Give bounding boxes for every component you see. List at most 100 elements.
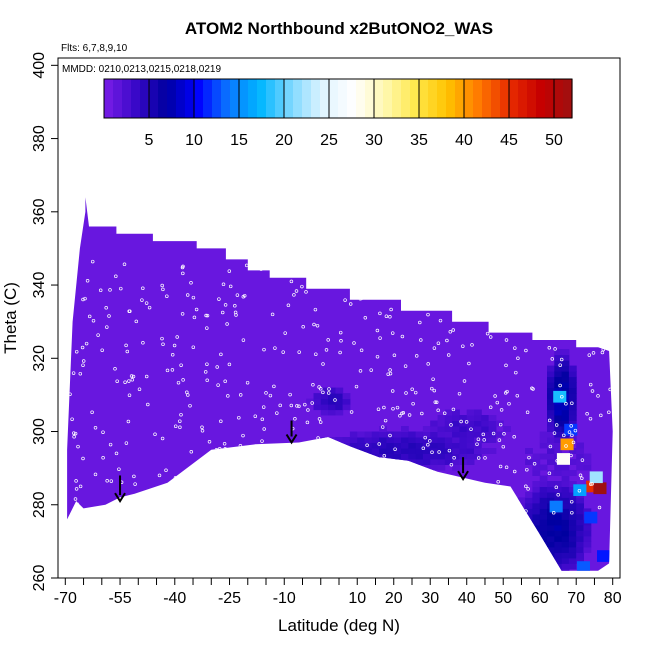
- field-cell: [525, 508, 533, 515]
- sample-marker: [173, 476, 178, 480]
- colorbar-swatch: [563, 79, 573, 118]
- sample-marker: [488, 335, 493, 339]
- sample-marker: [392, 353, 397, 358]
- sample-marker: [515, 393, 520, 398]
- field-cell: [437, 420, 446, 427]
- field-cell: [444, 442, 453, 449]
- sample-marker: [245, 380, 250, 385]
- sample-marker: [113, 367, 117, 371]
- field-cell: [539, 552, 548, 559]
- sample-marker: [426, 362, 430, 366]
- field-cell: [539, 513, 548, 520]
- sample-marker: [317, 417, 322, 421]
- sample-marker: [475, 442, 479, 446]
- field-cell: [547, 393, 555, 400]
- sample-marker: [359, 348, 364, 353]
- sample-marker: [600, 350, 605, 355]
- field-cell: [554, 431, 563, 438]
- field-cell: [561, 497, 570, 504]
- field-cell: [583, 535, 592, 542]
- field-cell: [554, 360, 563, 367]
- sample-marker: [329, 448, 334, 452]
- sample-marker: [237, 415, 241, 420]
- sample-marker: [324, 348, 329, 352]
- sample-marker: [288, 392, 292, 397]
- sample-marker: [426, 312, 430, 317]
- sample-marker: [176, 482, 181, 486]
- field-cell: [422, 448, 431, 454]
- field-cell: [583, 508, 592, 515]
- sample-marker: [137, 387, 142, 391]
- sample-marker: [109, 502, 113, 507]
- field-cell: [481, 426, 490, 432]
- sample-marker: [141, 286, 145, 291]
- field-cell: [452, 453, 460, 460]
- sample-marker: [165, 368, 170, 373]
- sample-marker: [459, 419, 463, 424]
- field-cell: [430, 426, 438, 432]
- field-cell: [386, 459, 395, 465]
- field-cell: [568, 557, 577, 564]
- sample-marker: [350, 472, 355, 476]
- sample-marker: [430, 450, 434, 455]
- sample-marker: [525, 410, 530, 415]
- sample-marker: [607, 410, 611, 415]
- field-cell: [547, 453, 555, 460]
- field-cell: [532, 513, 541, 520]
- x-tick-label: 80: [604, 590, 622, 607]
- colorbar-swatch: [122, 79, 132, 118]
- field-cell: [371, 464, 380, 471]
- sample-marker: [227, 362, 232, 367]
- sample-marker: [164, 468, 168, 473]
- field-cell: [466, 409, 475, 416]
- field-cell: [583, 464, 592, 471]
- sample-marker: [393, 447, 397, 451]
- colorbar-swatch: [383, 79, 393, 118]
- sample-marker: [326, 338, 330, 342]
- sample-marker: [219, 352, 223, 357]
- field-cell: [320, 437, 329, 443]
- colorbar-tick-label: 50: [545, 132, 563, 149]
- colorbar-swatch: [203, 79, 213, 118]
- gridded-field: [67, 197, 613, 571]
- field-cell: [532, 486, 541, 493]
- sample-marker: [221, 282, 226, 287]
- field-cell: [561, 524, 570, 531]
- colorbar-swatch: [527, 79, 537, 118]
- field-cell: [554, 371, 563, 378]
- field-cell: [547, 426, 555, 432]
- field-cell: [561, 513, 570, 520]
- sample-marker: [235, 293, 240, 297]
- colorbar-swatch: [194, 79, 204, 118]
- hotspot-cell: [597, 550, 611, 562]
- sample-marker: [140, 298, 144, 302]
- field-cell: [561, 470, 570, 476]
- sample-marker: [301, 325, 305, 329]
- sample-marker: [81, 297, 85, 302]
- field-cell: [547, 420, 555, 427]
- field-cell: [525, 552, 533, 559]
- sample-marker: [578, 473, 583, 478]
- sample-marker: [273, 346, 277, 350]
- field-cell: [349, 442, 358, 449]
- sample-marker: [312, 322, 316, 327]
- field-cell: [568, 546, 577, 553]
- field-cell: [583, 546, 592, 553]
- field-cell: [554, 442, 563, 449]
- sample-marker: [554, 423, 559, 427]
- x-tick-label: 70: [567, 590, 585, 607]
- sample-marker: [354, 384, 359, 389]
- sample-marker: [594, 330, 598, 334]
- field-cell: [576, 464, 584, 471]
- sample-marker: [491, 431, 496, 436]
- sample-marker: [443, 296, 448, 300]
- sample-marker: [496, 479, 500, 484]
- sample-marker: [464, 513, 469, 518]
- sample-marker: [487, 268, 492, 273]
- field-cell: [349, 459, 358, 465]
- sample-marker: [90, 410, 94, 415]
- sample-marker: [124, 441, 129, 445]
- sample-marker: [185, 390, 189, 395]
- field-cell: [561, 541, 570, 548]
